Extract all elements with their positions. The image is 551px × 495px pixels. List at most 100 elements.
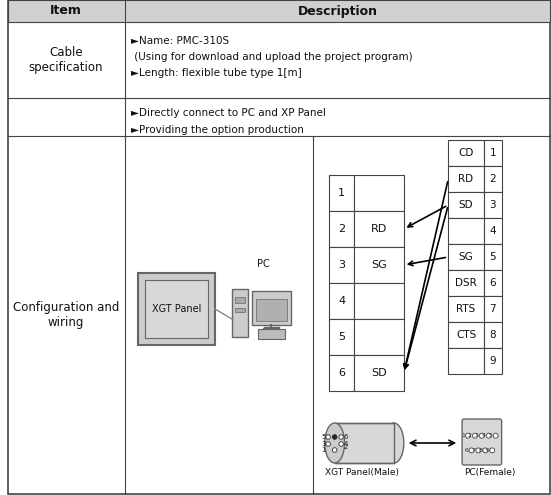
Text: ►Providing the option production: ►Providing the option production [131,125,304,135]
Circle shape [339,442,343,446]
Text: Description: Description [298,4,377,17]
Bar [258,329,285,339]
Circle shape [483,448,488,453]
Bar [329,283,354,319]
Text: ►Directly connect to PC and XP Panel: ►Directly connect to PC and XP Panel [131,108,326,118]
Circle shape [493,433,498,438]
Circle shape [332,447,337,452]
Text: RTS: RTS [456,304,476,314]
Text: 9: 9 [489,356,496,366]
Bar [449,140,484,166]
Text: 8: 8 [489,330,496,340]
Bar [484,140,501,166]
Bar [484,270,501,296]
Circle shape [469,448,474,453]
Text: 2: 2 [489,174,496,184]
Text: 2: 2 [468,433,472,438]
Text: 3: 3 [475,433,479,438]
Text: XGT Panel(Male): XGT Panel(Male) [325,468,399,478]
Bar [329,355,354,391]
Bar [235,308,245,312]
Bar [232,289,248,337]
Text: 6: 6 [338,368,345,378]
Circle shape [476,448,481,453]
Bar [484,244,501,270]
Text: SG: SG [458,252,473,262]
Bar [449,348,484,374]
Bar [449,244,484,270]
Bar [252,291,291,325]
Circle shape [490,448,495,453]
Bar [256,299,287,321]
Text: Item: Item [50,4,82,17]
Circle shape [326,435,331,439]
Bar [449,166,484,192]
Bar [449,270,484,296]
Text: 1: 1 [321,447,326,453]
Bar [449,192,484,218]
Text: 7: 7 [489,304,496,314]
Bar [138,273,215,345]
Bar [8,0,550,22]
Bar [329,211,354,247]
Text: RD: RD [371,224,387,234]
Text: 3: 3 [338,260,345,270]
Circle shape [487,433,491,438]
Circle shape [332,435,337,439]
Text: 1: 1 [489,148,496,158]
Circle shape [326,442,331,446]
Circle shape [466,433,471,438]
Bar [484,192,501,218]
Text: 4: 4 [482,433,486,438]
Text: 5: 5 [489,252,496,262]
Text: PC(Female): PC(Female) [464,468,515,478]
Text: 3: 3 [489,200,496,210]
Text: XGT Panel: XGT Panel [152,304,201,314]
Text: Cable
specification: Cable specification [29,46,103,74]
Text: 6: 6 [464,448,468,453]
Bar [449,218,484,244]
Bar [329,175,354,211]
Text: SD: SD [459,200,473,210]
Ellipse shape [384,423,404,463]
Text: 5: 5 [338,332,345,342]
Text: 3: 3 [321,441,326,447]
Bar [354,247,404,283]
Circle shape [339,435,343,439]
Text: 1: 1 [338,188,345,198]
Bar [484,218,501,244]
Bar [354,355,404,391]
Bar [354,319,404,355]
Text: RD: RD [458,174,474,184]
Text: 7: 7 [472,448,476,453]
Text: 1: 1 [461,433,465,438]
Bar [354,211,404,247]
Text: 4: 4 [489,226,496,236]
Bar [449,296,484,322]
Bar [354,283,404,319]
Text: ►Length: flexible tube type 1[m]: ►Length: flexible tube type 1[m] [131,68,302,78]
Text: 5: 5 [321,434,326,440]
Text: 2: 2 [344,444,348,450]
Text: 5: 5 [489,433,493,438]
Bar [235,297,245,303]
Text: Configuration and
wiring: Configuration and wiring [13,301,119,329]
FancyBboxPatch shape [462,419,501,465]
Text: CTS: CTS [456,330,476,340]
Bar [329,247,354,283]
Text: CD: CD [458,148,474,158]
Text: 8: 8 [478,448,482,453]
Text: SD: SD [371,368,387,378]
Circle shape [472,433,477,438]
Bar [329,319,354,355]
Bar [145,280,208,338]
Text: ►Name: PMC-310S: ►Name: PMC-310S [131,36,229,46]
Text: 4: 4 [338,296,345,306]
Bar [484,322,501,348]
Text: 2: 2 [338,224,345,234]
Bar [449,322,484,348]
Text: SG: SG [371,260,387,270]
Bar [334,423,394,463]
Bar [354,175,404,211]
Text: 4: 4 [344,441,348,447]
